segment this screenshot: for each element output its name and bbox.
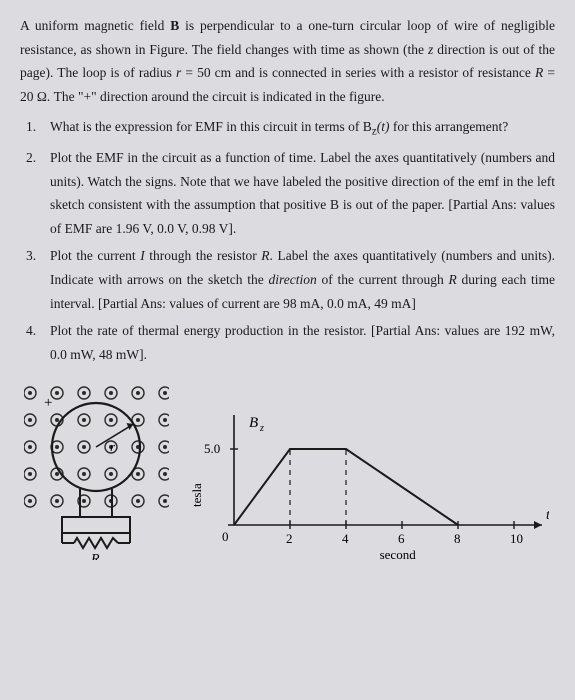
field-dot (28, 472, 32, 476)
figures-row: r+R 5.0246810Bztesla0secondt (20, 385, 555, 560)
question-list: 1. What is the expression for EMF in thi… (20, 115, 555, 367)
intro-t1: A uniform magnetic field (20, 18, 170, 33)
circuit-diagram: r+R (24, 385, 169, 560)
x-tick-label: 6 (398, 531, 405, 546)
field-dot (55, 445, 59, 449)
q3-R2: R (449, 272, 457, 287)
intro-z: z (428, 42, 433, 57)
q1-a: What is the expression for EMF in this c… (50, 119, 363, 134)
field-dot (28, 445, 32, 449)
field-dot (55, 472, 59, 476)
q3-num: 3. (26, 244, 36, 268)
question-2: 2. Plot the EMF in the circuit as a func… (20, 146, 555, 241)
field-dot (136, 472, 140, 476)
x-tick-label: 2 (286, 531, 293, 546)
q3-d: of the current through (317, 272, 449, 287)
q4-text: Plot the rate of thermal energy producti… (50, 323, 555, 362)
intro-t2: is perpendicular to a one-turn circular … (179, 18, 495, 33)
origin-label: 0 (222, 529, 229, 544)
field-dot (82, 472, 86, 476)
question-3: 3. Plot the current I through the resist… (20, 244, 555, 315)
field-dot (55, 418, 59, 422)
plus-label: + (44, 395, 52, 411)
y-label: B (249, 415, 258, 431)
field-dot (82, 418, 86, 422)
q1-bz: Bz(t) (363, 119, 390, 134)
q2-text: Plot the EMF in the circuit as a functio… (50, 150, 555, 236)
question-1: 1. What is the expression for EMF in thi… (20, 115, 555, 142)
x-tick-label: 4 (342, 531, 349, 546)
field-dot (163, 499, 167, 503)
intro-B: B (170, 18, 179, 33)
t-label: t (546, 508, 549, 523)
field-dot (82, 445, 86, 449)
field-dot (163, 391, 167, 395)
y-label-sub: z (259, 423, 264, 434)
field-dot (28, 418, 32, 422)
x-tick-label: 10 (510, 531, 523, 546)
field-dot (82, 499, 86, 503)
q3-R: R (261, 248, 269, 263)
field-dot (55, 391, 59, 395)
q1-c: arrangement? (435, 119, 508, 134)
field-dot (28, 391, 32, 395)
problem-intro: A uniform magnetic field B is perpendicu… (20, 14, 555, 109)
x-tick-label: 8 (454, 531, 461, 546)
resistor-icon (74, 538, 118, 548)
q3-a: Plot the current (50, 248, 140, 263)
question-4: 4. Plot the rate of thermal energy produ… (20, 319, 555, 366)
resistor-label: R (90, 552, 100, 560)
field-dot (55, 499, 59, 503)
intro-t6: with a resistor of resistance (380, 65, 535, 80)
circuit-box (62, 517, 130, 533)
q1-num: 1. (26, 115, 36, 139)
field-dot (163, 445, 167, 449)
field-dot (163, 418, 167, 422)
field-dot (109, 472, 113, 476)
x-axis-label: second (380, 547, 417, 560)
field-dot (109, 391, 113, 395)
field-dot (136, 391, 140, 395)
q3-b: through the resistor (145, 248, 262, 263)
field-dot (82, 391, 86, 395)
field-dot (163, 472, 167, 476)
intro-t5: = 50 cm and is connected in series (181, 65, 376, 80)
field-dot (136, 418, 140, 422)
q3-dir: direction (269, 272, 317, 287)
x-arrowhead (534, 521, 542, 529)
field-dot (109, 418, 113, 422)
q1-b: for this (389, 119, 431, 134)
q4-num: 4. (26, 319, 36, 343)
bz-graph: 5.0 2 4 6 8 10 Bz tesla 0 second t (189, 405, 549, 560)
field-dot (136, 499, 140, 503)
field-dot (28, 499, 32, 503)
q2-num: 2. (26, 146, 36, 170)
y-axis-label: tesla (189, 482, 204, 506)
radius-arrowhead (127, 423, 134, 430)
intro-t8: in the figure. (315, 89, 384, 104)
y-tick-label: 5.0 (204, 441, 220, 456)
